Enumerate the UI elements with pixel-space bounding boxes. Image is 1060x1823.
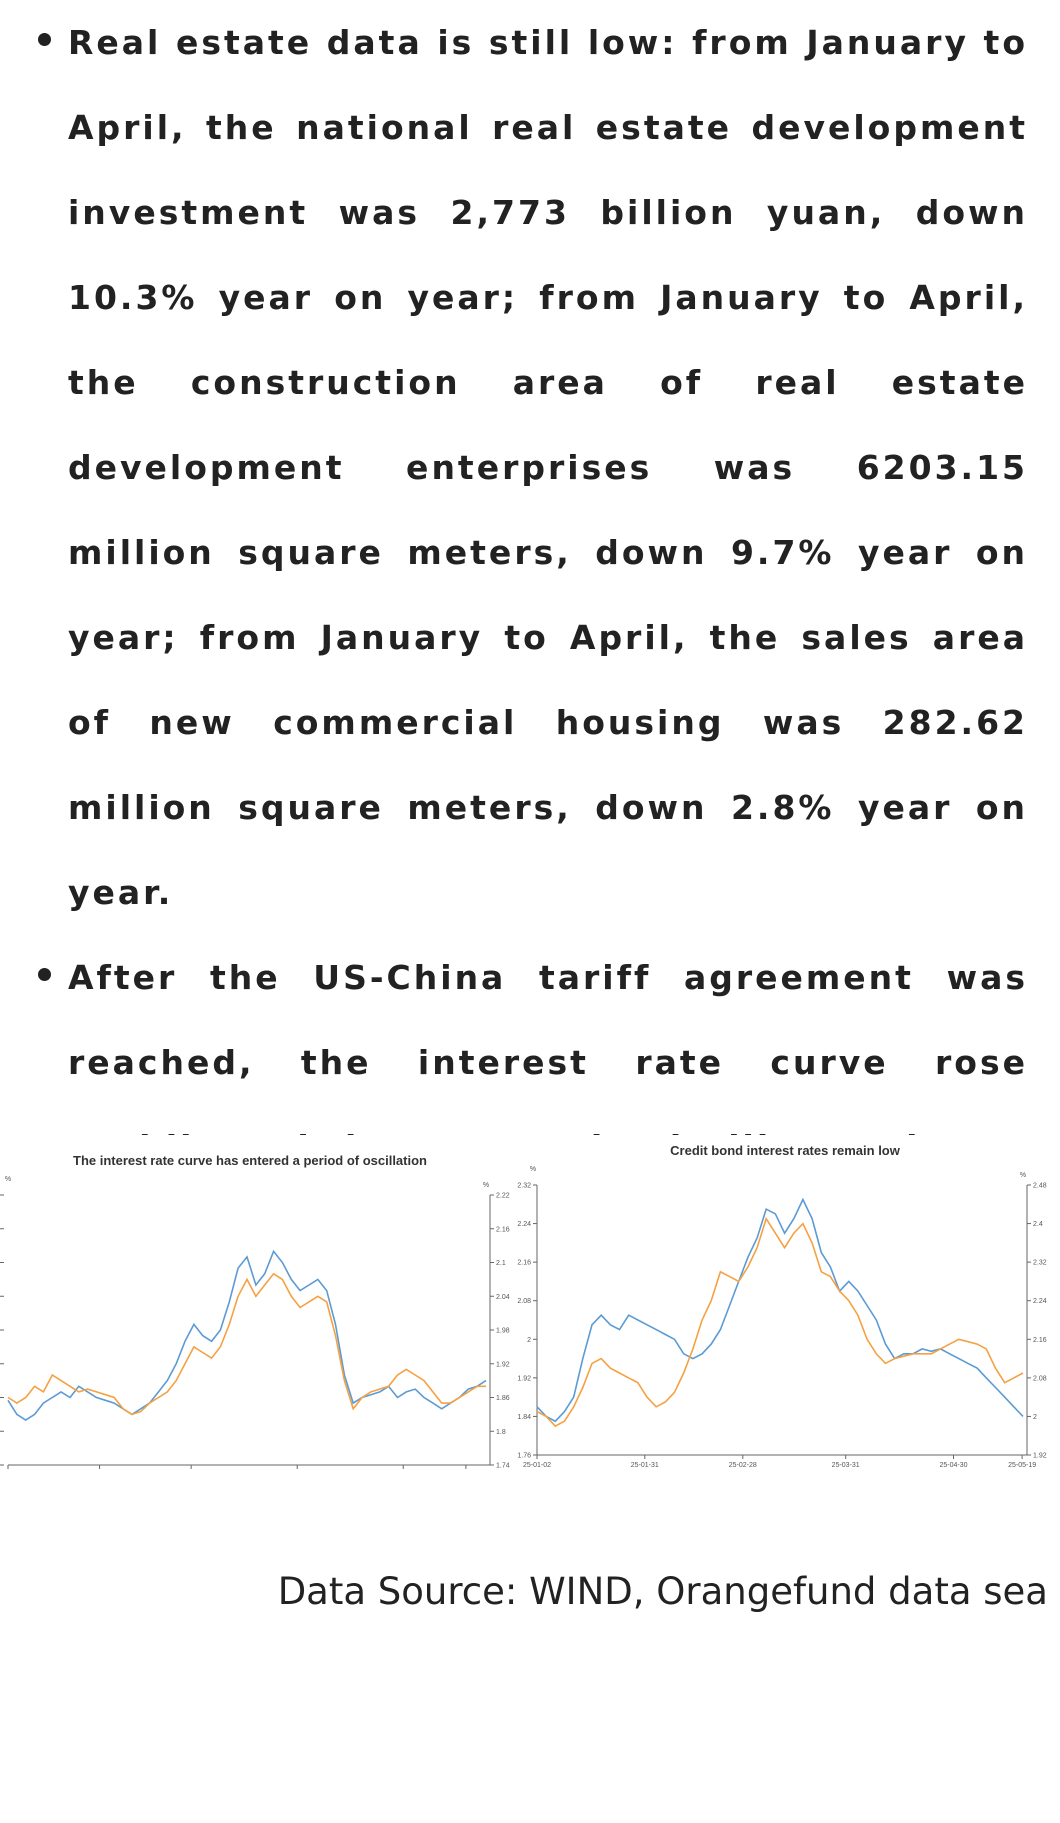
right-tick-label: 2.32 [1033,1260,1047,1267]
left-tick-label: 2 [527,1337,531,1344]
x-tick-label: 25-01-02 [523,1462,551,1469]
chart-title: The interest rate curve has entered a pe… [73,1153,427,1168]
right-tick-label: 2.48 [1033,1183,1047,1190]
right-tick-label: 2 [1033,1414,1037,1421]
right-tick-label: 1.92 [496,1361,510,1368]
right-tick-label: 2.08 [1033,1375,1047,1382]
right-unit-label: % [483,1182,489,1189]
right-tick-label: 1.86 [496,1395,510,1402]
x-tick-label: 25-01-31 [631,1462,659,1469]
right-tick-label: 2.24 [1033,1298,1047,1305]
right-tick-label: 2.4 [1033,1221,1043,1228]
right-tick-label: 1.92 [1033,1453,1047,1460]
series-line-series_2 [7,1272,486,1416]
left-tick-label: 1.76 [517,1453,531,1460]
right-tick-label: 1.8 [496,1429,506,1436]
right-tick-label: 1.98 [496,1328,510,1335]
right-tick-label: 2.04 [496,1294,510,1301]
right-tick-label: 2.1 [496,1260,506,1267]
x-tick-label: 25-05-19 [1008,1462,1036,1469]
right-tick-label: 2.16 [496,1226,510,1233]
chart-credit-bond-rates: Credit bond interest rates remain low%% 2… [515,1135,1060,1470]
bullet-list: Real estate data is still low: from Janu… [28,0,1028,1190]
series-line-series_2 [536,1216,1024,1428]
left-unit-label: % [5,1176,11,1183]
left-tick-label: 2.08 [517,1298,531,1305]
right-tick-label: 1.74 [496,1463,510,1470]
series-line-series_1 [536,1197,1024,1423]
chart-credit-bond-rates-svg: Credit bond interest rates remain low%% 2… [517,1143,1047,1469]
right-tick-label: 2.22 [496,1193,510,1200]
left-tick-label: 1.84 [517,1414,531,1421]
right-unit-label: % [1020,1172,1026,1179]
left-unit-label: % [530,1166,536,1173]
bullet-real-estate: Real estate data is still low: from Janu… [28,0,1028,935]
x-tick-label: 25-03-31 [832,1462,860,1469]
chart-interest-rate-curve-svg: The interest rate curve has entered a pe… [0,1153,510,1479]
chart-title: Credit bond interest rates remain low [670,1143,901,1158]
left-tick-label: 1.92 [517,1375,531,1382]
left-tick-label: 2.16 [517,1260,531,1267]
x-tick-label: 25-02-28 [729,1462,757,1469]
x-tick-label: 25-04-30 [939,1462,967,1469]
left-tick-label: 2.24 [517,1221,531,1228]
chart-interest-rate-curve: The interest rate curve has entered a pe… [0,1135,515,1479]
data-source-note: Data Source: WIND, Orangefund data sea [277,1570,1048,1613]
right-tick-label: 2.16 [1033,1337,1047,1344]
series-line-series_1 [7,1249,487,1421]
left-tick-label: 2.32 [517,1183,531,1190]
